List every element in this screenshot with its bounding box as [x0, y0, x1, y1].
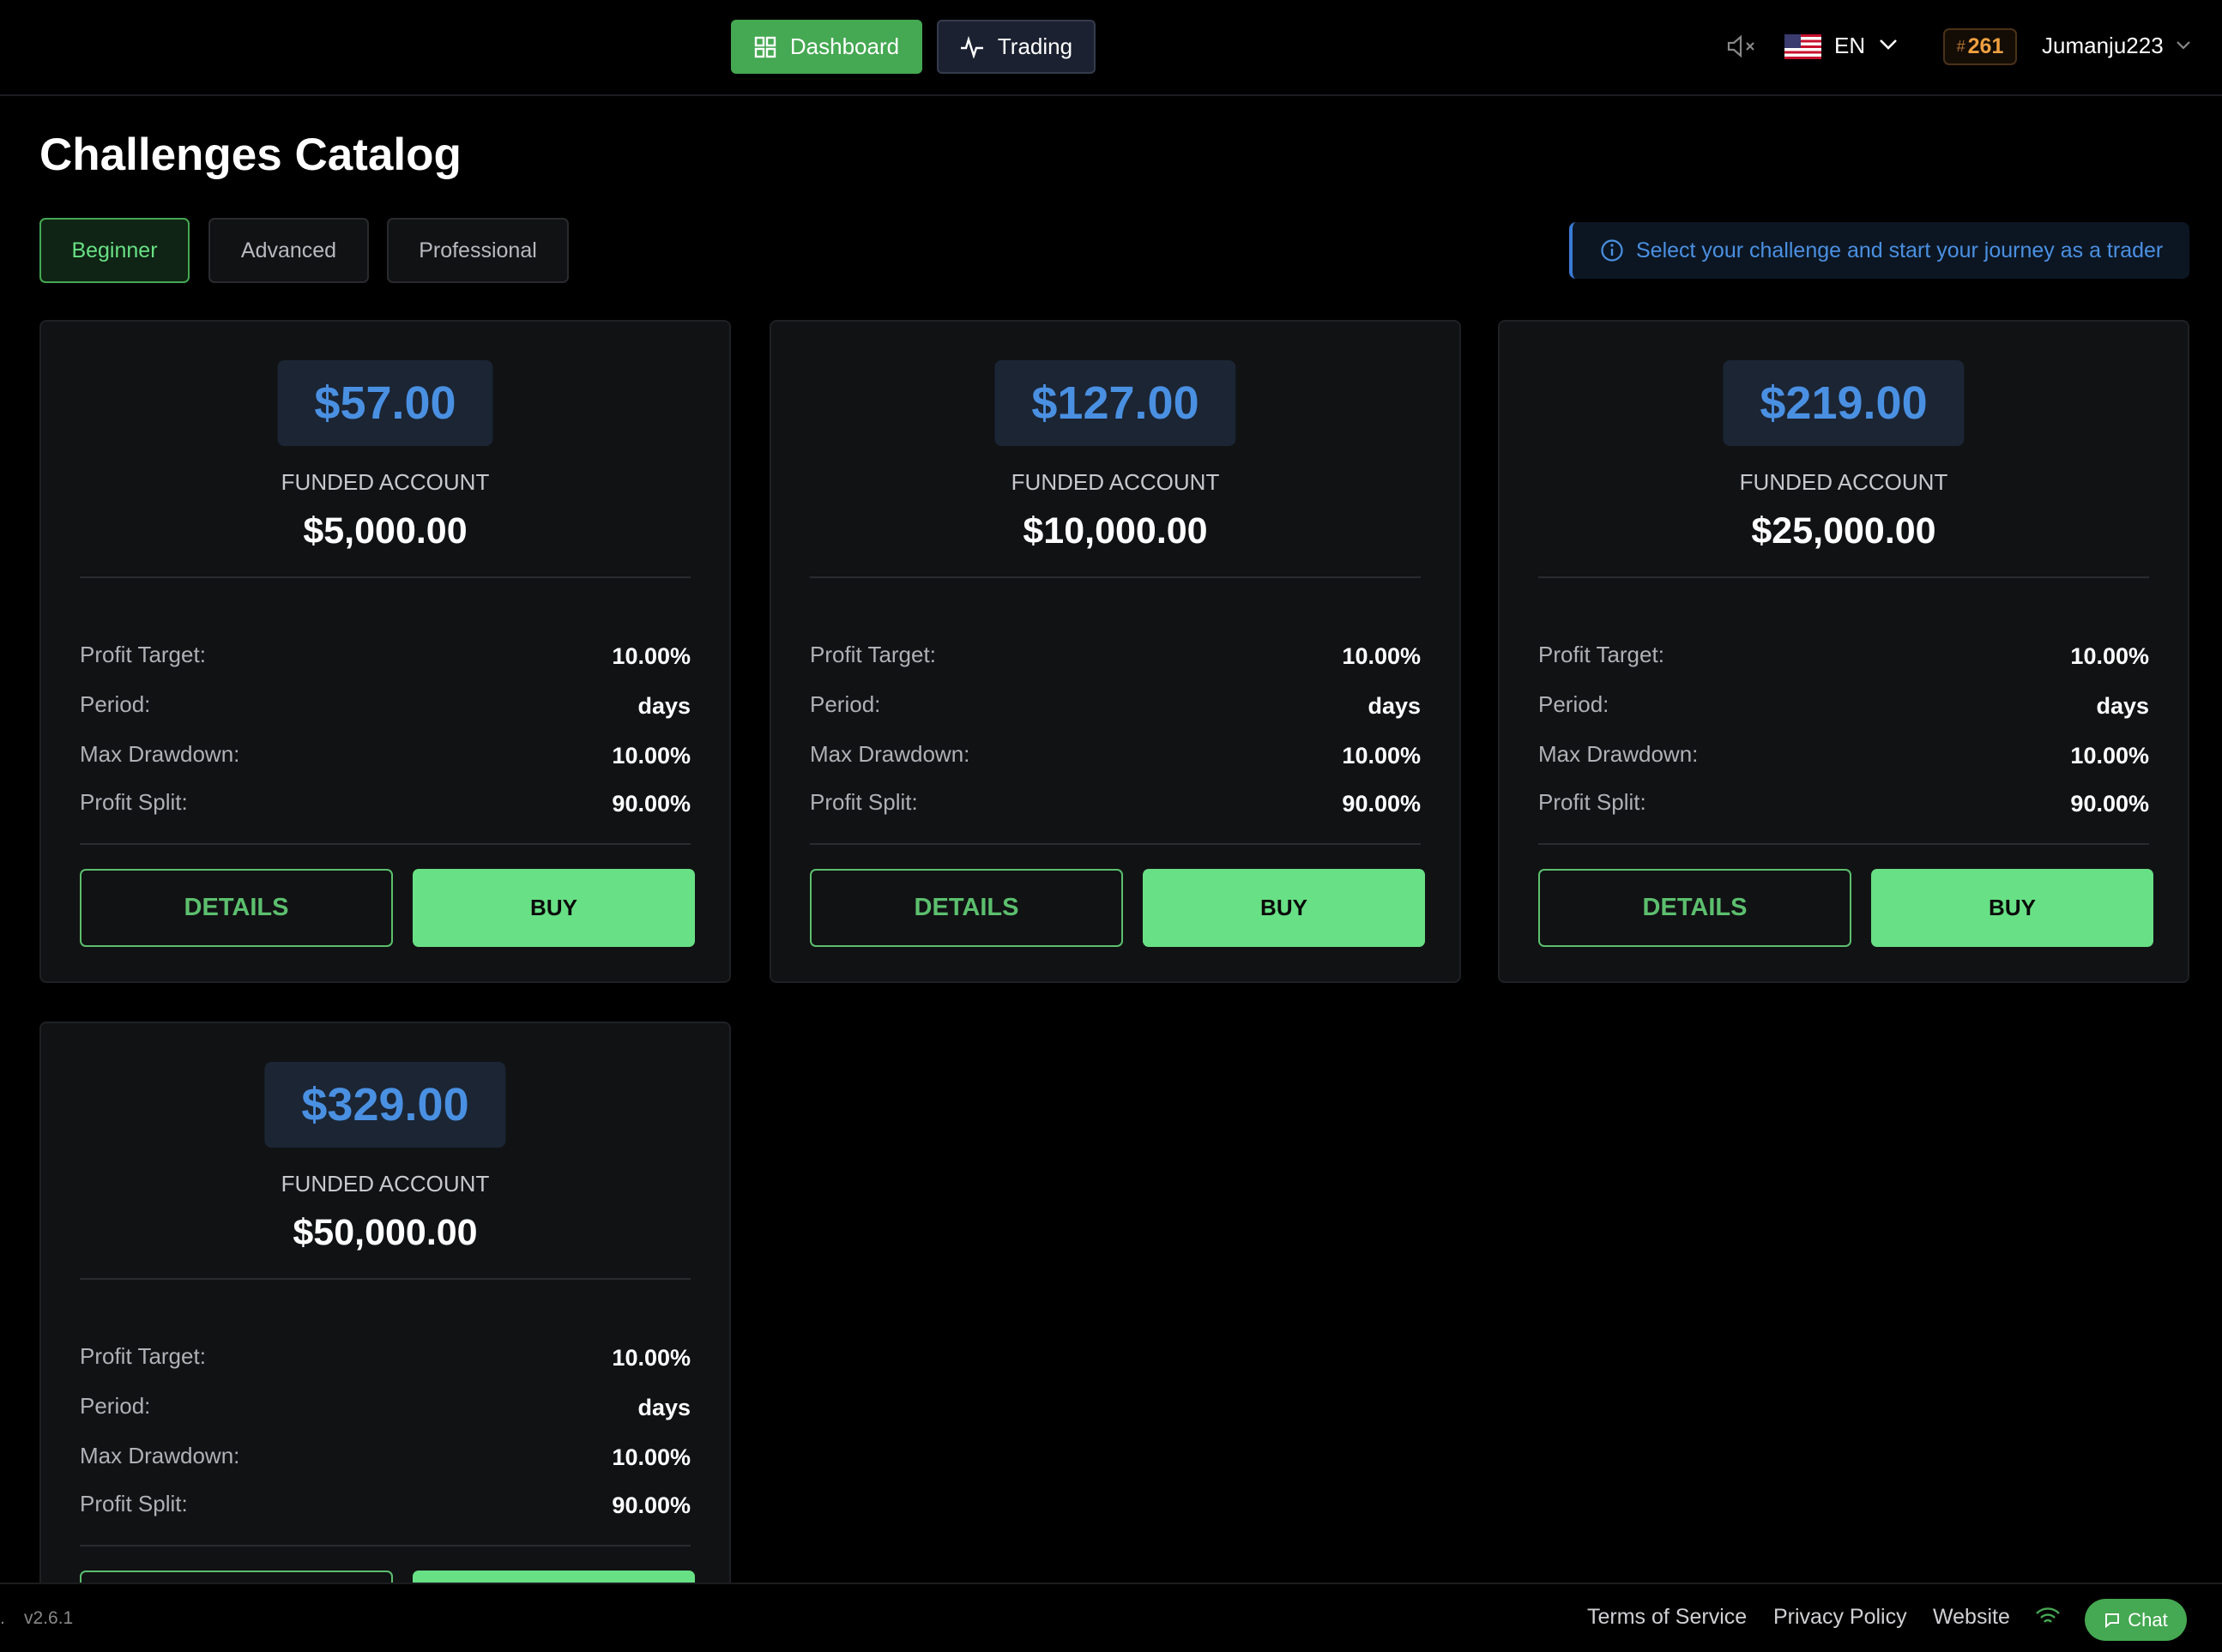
- row-value: 90.00%: [612, 1492, 691, 1518]
- pulse-icon: [960, 35, 983, 58]
- row-value: days: [2096, 693, 2149, 719]
- row-label: Period:: [1538, 691, 1609, 717]
- account-amount: $10,000.00: [1023, 510, 1208, 552]
- tab[interactable]: Beginner: [39, 218, 190, 283]
- row-label: Period:: [810, 691, 881, 717]
- language[interactable]: EN: [1834, 33, 1866, 58]
- price: $127.00: [994, 360, 1236, 446]
- account-amount: $25,000.00: [1751, 510, 1936, 552]
- mute-icon[interactable]: [1726, 34, 1757, 58]
- row-label: Profit Target:: [80, 642, 206, 667]
- row-label: Profit Split:: [810, 789, 918, 815]
- footer-dot: .: [0, 1608, 5, 1628]
- info-icon: [1601, 239, 1623, 262]
- row-value: 10.00%: [1342, 743, 1421, 769]
- challenge-card: $57.00 FUNDED ACCOUNT $5,000.00 Profit Targ…: [39, 320, 731, 983]
- price: $219.00: [1723, 360, 1965, 446]
- top-bar: Dashboard Trading EN # 261 Jumanju223: [0, 0, 2222, 96]
- challenge-card: $127.00 FUNDED ACCOUNT $10,000.00 Profit Ta…: [770, 320, 1461, 983]
- row-value: days: [1368, 693, 1421, 719]
- flag-icon: [1784, 34, 1821, 59]
- row-label: Profit Target:: [80, 1343, 206, 1369]
- username[interactable]: Jumanju223: [2042, 33, 2164, 58]
- buy-button[interactable]: BUY: [413, 869, 695, 947]
- tab[interactable]: Professional: [387, 218, 569, 283]
- price: $57.00: [277, 360, 493, 446]
- details-button[interactable]: DETAILS: [1538, 869, 1851, 947]
- row-label: Period:: [80, 1393, 151, 1419]
- row-value: 10.00%: [612, 643, 691, 669]
- challenge-card: $219.00 FUNDED ACCOUNT $25,000.00 Profit Ta…: [1498, 320, 2189, 983]
- row-label: Max Drawdown:: [1538, 741, 1699, 767]
- trading-button[interactable]: Trading: [937, 20, 1096, 74]
- chevron: [1880, 39, 1897, 50]
- wifi-icon: [2036, 1607, 2060, 1623]
- divider: [80, 1545, 691, 1546]
- footer-link[interactable]: Terms of Service: [1587, 1605, 1748, 1629]
- info-banner: Select your challenge and start your jou…: [1569, 222, 2189, 279]
- row-value: days: [637, 1395, 691, 1420]
- row-value: 10.00%: [612, 743, 691, 769]
- account-amount: $50,000.00: [293, 1212, 478, 1253]
- version: v2.6.1: [24, 1608, 74, 1628]
- divider: [80, 843, 691, 845]
- tab[interactable]: Advanced: [208, 218, 369, 283]
- divider: [80, 1278, 691, 1280]
- footer-link[interactable]: Privacy Policy: [1773, 1605, 1907, 1629]
- rank: 261: [1967, 34, 2004, 58]
- row-label: Max Drawdown:: [80, 741, 240, 767]
- funded-label: FUNDED ACCOUNT: [281, 1171, 490, 1197]
- divider: [810, 576, 1421, 578]
- nav-label: Dashboard: [789, 33, 900, 59]
- info-text: Select your challenge and start your jou…: [1636, 238, 2164, 262]
- chat-icon: [2105, 1613, 2120, 1628]
- challenge-card: $329.00 FUNDED ACCOUNT $50,000.00 Profit Ta…: [39, 1022, 731, 1652]
- row-value: 10.00%: [612, 1444, 691, 1470]
- details-button[interactable]: DETAILS: [80, 869, 393, 947]
- rank-badge: # 261: [1943, 28, 2017, 65]
- divider: [80, 576, 691, 578]
- row-value: 90.00%: [612, 791, 691, 817]
- divider: [1538, 576, 2149, 578]
- price: $329.00: [264, 1062, 506, 1148]
- footer-link[interactable]: Website: [1933, 1605, 2010, 1629]
- row-value: 10.00%: [1342, 643, 1421, 669]
- row-label: Max Drawdown:: [80, 1443, 240, 1468]
- chat-button[interactable]: Chat: [2085, 1599, 2187, 1641]
- row-label: Max Drawdown:: [810, 741, 970, 767]
- page-title: Challenges Catalog: [39, 130, 462, 180]
- chat-label: Chat: [2128, 1608, 2168, 1631]
- row-label: Period:: [80, 691, 151, 717]
- chevron: [2177, 41, 2190, 50]
- row-value: 10.00%: [2070, 743, 2149, 769]
- row-label: Profit Split:: [1538, 789, 1646, 815]
- row-label: Profit Target:: [1538, 642, 1664, 667]
- row-value: 10.00%: [612, 1345, 691, 1371]
- details-button[interactable]: DETAILS: [810, 869, 1123, 947]
- buy-button[interactable]: BUY: [1871, 869, 2153, 947]
- divider: [810, 843, 1421, 845]
- row-value: 90.00%: [1342, 791, 1421, 817]
- grid-icon: [754, 36, 776, 57]
- row-value: 90.00%: [2070, 791, 2149, 817]
- funded-label: FUNDED ACCOUNT: [1739, 469, 1948, 495]
- footer: . v2.6.1 Terms of Service Privacy Policy…: [0, 1583, 2222, 1652]
- nav-label: Trading: [997, 33, 1073, 59]
- row-label: Profit Split:: [80, 1491, 188, 1516]
- divider: [1538, 843, 2149, 845]
- account-amount: $5,000.00: [303, 510, 468, 552]
- funded-label: FUNDED ACCOUNT: [1011, 469, 1220, 495]
- rank-hash: #: [1956, 38, 1965, 55]
- dashboard-button[interactable]: Dashboard: [731, 20, 922, 74]
- row-value: 10.00%: [2070, 643, 2149, 669]
- buy-button[interactable]: BUY: [1143, 869, 1425, 947]
- row-label: Profit Split:: [80, 789, 188, 815]
- row-value: days: [637, 693, 691, 719]
- funded-label: FUNDED ACCOUNT: [281, 469, 490, 495]
- row-label: Profit Target:: [810, 642, 936, 667]
